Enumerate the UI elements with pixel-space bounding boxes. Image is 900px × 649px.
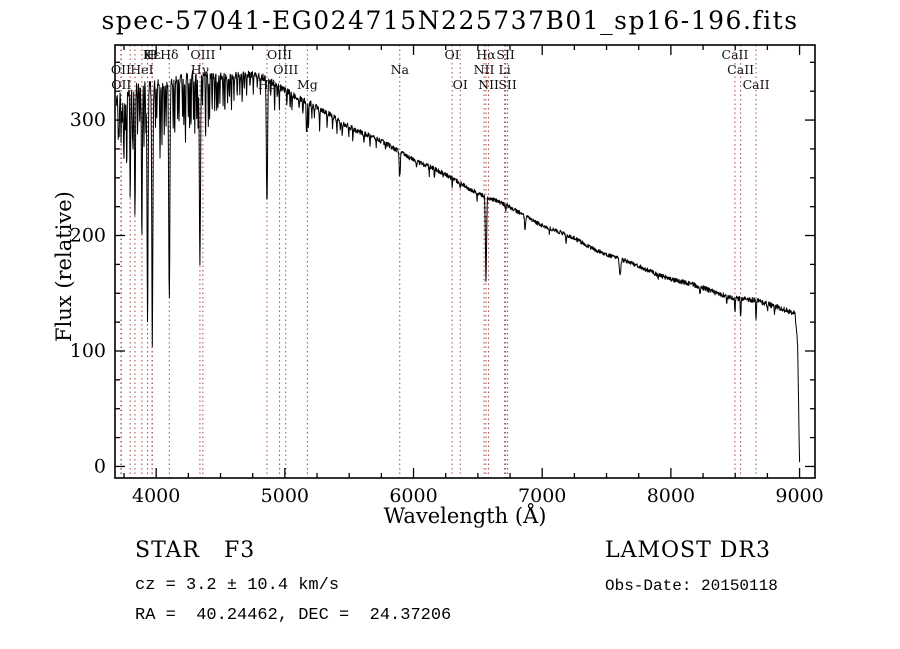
- line-marker-label: H: [147, 47, 158, 62]
- line-marker-label: Li: [498, 62, 510, 77]
- plot-frame: [114, 44, 816, 479]
- axis-ticks: [115, 45, 815, 478]
- line-marker-label: CaII: [722, 47, 749, 62]
- line-marker-label: Hδ: [160, 47, 178, 62]
- line-marker-label: OI: [453, 77, 468, 92]
- line-marker-label: NII: [474, 62, 495, 77]
- y-tick-label: 100: [70, 340, 106, 362]
- figure-title: spec-57041-EG024715N225737B01_sp16-196.f…: [101, 6, 799, 35]
- line-marker-label: OIII: [190, 47, 215, 62]
- line-marker-label: CaII: [743, 77, 770, 92]
- line-marker-label: NII: [478, 77, 499, 92]
- y-axis-title: Flux (relative): [52, 191, 76, 342]
- x-axis-title: Wavelength (Å): [383, 504, 547, 528]
- line-marker-label: OIII: [273, 62, 298, 77]
- line-marker-label: HeI: [130, 62, 153, 77]
- y-tick-label: 300: [70, 109, 106, 131]
- x-tick-label: 9000: [775, 485, 823, 507]
- line-marker-label: Na: [391, 62, 410, 77]
- obs-date-label: Obs-Date: 20150118: [605, 577, 778, 595]
- line-marker-label: Hε: [144, 47, 161, 62]
- x-tick-label: 7000: [518, 485, 566, 507]
- line-marker-label: OII: [111, 62, 131, 77]
- line-marker-label: OI: [445, 47, 460, 62]
- ra-dec-value: RA = 40.24462, DEC = 24.37206: [135, 606, 452, 625]
- x-tick-label: 8000: [647, 485, 695, 507]
- spectral-line-markers: [120, 45, 757, 478]
- spectrum-line: [115, 70, 801, 463]
- line-marker-label: OII: [111, 77, 131, 92]
- line-marker-label: Hα: [476, 47, 496, 62]
- line-marker-label: SII: [496, 47, 515, 62]
- classification-label: STAR F3: [135, 538, 256, 563]
- y-tick-label: 0: [94, 455, 106, 477]
- line-marker-label: OIII: [267, 47, 292, 62]
- line-marker-label: Hβ: [258, 77, 276, 92]
- line-marker-label: K: [143, 47, 153, 62]
- y-tick-label: 200: [70, 225, 106, 247]
- x-tick-label: 6000: [389, 485, 437, 507]
- x-tick-label: 5000: [261, 485, 309, 507]
- line-marker-label: Hγ: [191, 62, 209, 77]
- line-marker-label: Mg: [297, 77, 318, 92]
- line-marker-label: SII: [498, 77, 517, 92]
- survey-label: LAMOST DR3: [605, 538, 771, 563]
- line-marker-label: CaII: [727, 62, 754, 77]
- cz-value: cz = 3.2 ± 10.4 km/s: [135, 576, 340, 595]
- x-tick-label: 4000: [132, 485, 180, 507]
